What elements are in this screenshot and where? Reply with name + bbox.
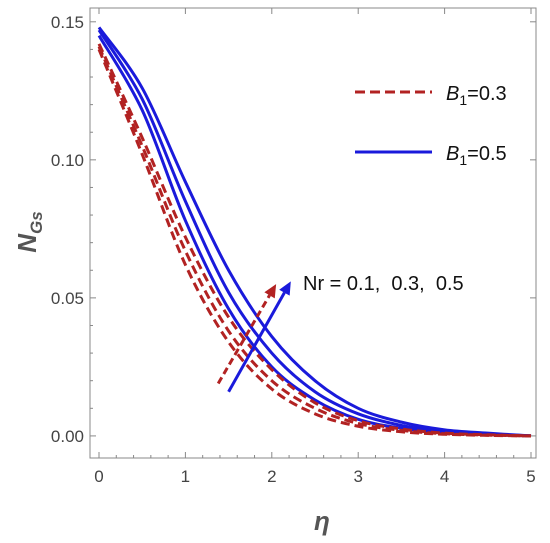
legend-label-subscript: 1	[459, 152, 467, 168]
y-tick-label: 0.00	[51, 427, 84, 446]
x-tick-label: 1	[181, 467, 190, 486]
y-tick-label: 0.10	[51, 151, 84, 170]
series-line-b1-0.3-nr-0.5	[97, 43, 532, 438]
x-tick-label: 4	[440, 467, 449, 486]
plot-frame	[89, 7, 537, 459]
x-tick-label: 0	[94, 467, 103, 486]
legend: B1=0.3 B1=0.5	[355, 83, 507, 168]
legend-label-b1-0.5: B1=0.5	[446, 143, 507, 168]
nr-arrow-shaft-1	[227, 291, 286, 393]
y-tick-label: 0.05	[51, 289, 84, 308]
y-axis-title-main: N	[12, 233, 42, 253]
legend-label-value: =0.3	[467, 83, 506, 105]
y-axis-ticks: 0.00 0.05 0.10 0.15	[51, 13, 536, 446]
y-axis-title-sub: Gs	[27, 211, 46, 234]
legend-label-symbol: B	[446, 143, 459, 165]
y-axis-title: NGs	[12, 211, 46, 252]
nr-arrow-shaft-0	[216, 294, 271, 385]
legend-label-subscript: 1	[459, 92, 467, 108]
x-tick-label: 5	[526, 467, 535, 486]
series-line-b1-0.5-nr-0.5	[97, 26, 532, 438]
x-tick-label: 3	[353, 467, 362, 486]
nr-arrow-head-0	[264, 284, 277, 299]
legend-label-value: =0.5	[467, 143, 506, 165]
x-axis-ticks: 0 1 2 3 4 5	[94, 8, 536, 486]
x-tick-label: 2	[267, 467, 276, 486]
arrow-layer	[216, 281, 291, 393]
nr-annotation: Nr = 0.1, 0.3, 0.5	[303, 273, 464, 295]
plot-border	[89, 7, 537, 459]
legend-label-b1-0.3: B1=0.3	[446, 83, 507, 108]
x-axis-title: η	[314, 506, 330, 536]
series-line-b1-0.3-nr-0.1	[97, 48, 532, 438]
series-layer	[97, 26, 532, 438]
nr-arrow-head-1	[279, 281, 291, 296]
legend-label-symbol: B	[446, 83, 459, 105]
y-tick-label: 0.15	[51, 13, 84, 32]
